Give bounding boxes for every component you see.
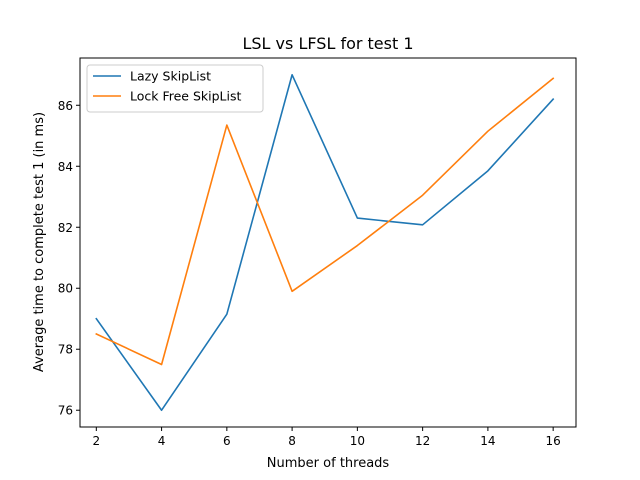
plot-frame <box>79 57 577 428</box>
x-tick-label: 14 <box>480 434 495 448</box>
y-tick-label: 80 <box>58 282 73 296</box>
y-tick-label: 78 <box>58 343 73 357</box>
chart-title: LSL vs LFSL for test 1 <box>242 34 413 53</box>
x-tick-label: 8 <box>288 434 296 448</box>
y-axis-ticks: 76 78 80 82 84 86 <box>58 99 80 418</box>
x-tick-label: 2 <box>92 434 100 448</box>
y-tick-label: 84 <box>58 160 73 174</box>
y-tick-label: 82 <box>58 221 73 235</box>
x-tick-label: 4 <box>158 434 166 448</box>
y-tick-label: 86 <box>58 99 73 113</box>
x-tick-label: 6 <box>223 434 231 448</box>
x-tick-label: 10 <box>350 434 365 448</box>
y-tick-label: 76 <box>58 404 73 418</box>
legend-label: Lock Free SkipList <box>130 89 242 104</box>
series-layer <box>95 73 555 412</box>
legend-label: Lazy SkipList <box>130 69 211 84</box>
x-tick-label: 12 <box>415 434 430 448</box>
x-axis-ticks: 2 4 6 8 10 12 14 16 <box>92 427 561 448</box>
x-axis-label: Number of threads <box>267 456 390 471</box>
x-tick-label: 16 <box>546 434 561 448</box>
series-line-lock-free-skiplist <box>95 77 555 366</box>
legend-box <box>86 64 264 113</box>
legend: Lazy SkipList Lock Free SkipList <box>86 64 264 113</box>
y-axis-label: Average time to complete test 1 (in ms) <box>32 112 47 372</box>
series-line-lazy-skiplist <box>95 73 555 412</box>
